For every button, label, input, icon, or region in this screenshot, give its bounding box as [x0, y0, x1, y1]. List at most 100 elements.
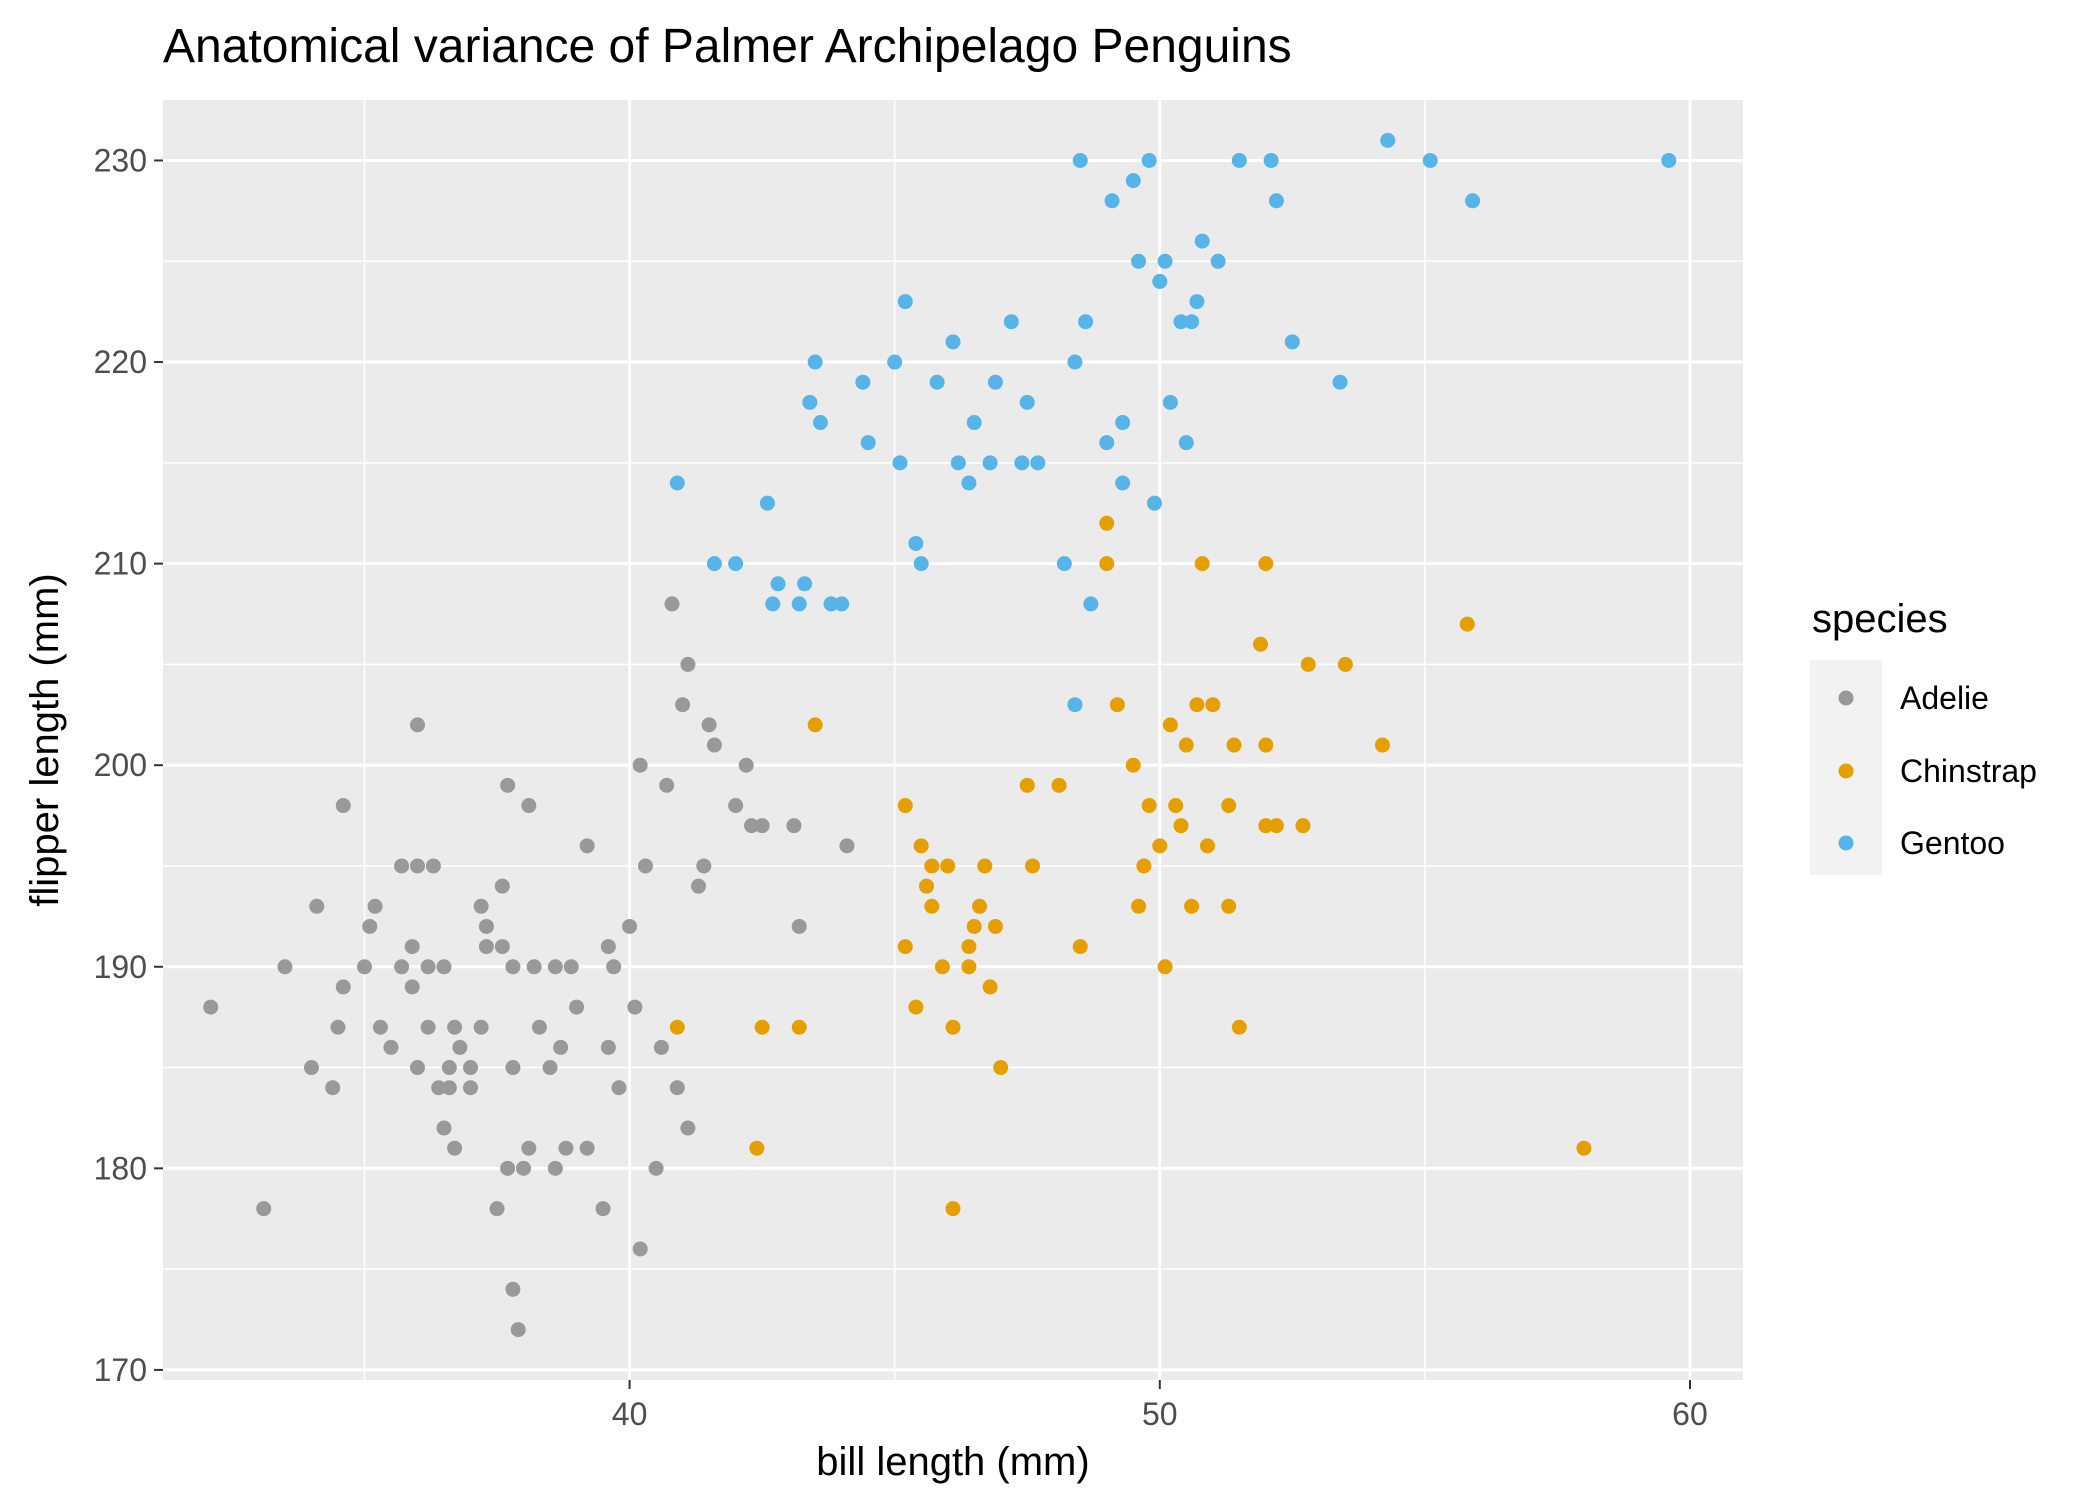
point-adelie	[500, 1160, 516, 1176]
point-adelie	[542, 1060, 558, 1076]
point-adelie	[547, 959, 563, 975]
point-chinstrap	[1189, 697, 1205, 713]
point-chinstrap	[945, 1019, 961, 1035]
point-adelie	[383, 1039, 399, 1055]
point-chinstrap	[1019, 777, 1035, 793]
point-gentoo	[1162, 394, 1178, 410]
point-adelie	[452, 1039, 468, 1055]
point-adelie	[675, 697, 691, 713]
point-adelie	[325, 1080, 341, 1096]
x-tick-label: 50	[1142, 1396, 1178, 1432]
point-adelie	[367, 898, 383, 914]
point-chinstrap	[1109, 697, 1125, 713]
point-gentoo	[908, 535, 924, 551]
point-chinstrap	[913, 838, 929, 854]
point-adelie	[420, 959, 436, 975]
point-adelie	[611, 1080, 627, 1096]
point-adelie	[409, 717, 425, 733]
point-chinstrap	[1374, 737, 1390, 753]
point-adelie	[441, 1080, 457, 1096]
point-adelie	[521, 798, 537, 814]
point-adelie	[526, 959, 542, 975]
point-gentoo	[1067, 354, 1083, 370]
point-adelie	[478, 939, 494, 955]
point-chinstrap	[1221, 898, 1237, 914]
point-gentoo	[913, 556, 929, 572]
point-gentoo	[860, 435, 876, 451]
point-chinstrap	[1258, 556, 1274, 572]
point-adelie	[494, 939, 510, 955]
point-gentoo	[892, 455, 908, 471]
y-tick-label: 220	[94, 344, 147, 380]
legend-label-adelie: Adelie	[1900, 680, 1989, 716]
point-adelie	[691, 878, 707, 894]
point-gentoo	[1184, 314, 1200, 330]
point-gentoo	[961, 475, 977, 491]
point-adelie	[558, 1140, 574, 1156]
point-adelie	[356, 959, 372, 975]
point-adelie	[622, 918, 638, 934]
point-chinstrap	[1025, 858, 1041, 874]
point-adelie	[632, 1241, 648, 1257]
point-adelie	[696, 858, 712, 874]
point-gentoo	[1141, 152, 1157, 168]
point-adelie	[595, 1201, 611, 1217]
point-gentoo	[669, 475, 685, 491]
point-gentoo	[1189, 294, 1205, 310]
point-chinstrap	[1226, 737, 1242, 753]
point-adelie	[706, 737, 722, 753]
point-adelie	[738, 757, 754, 773]
point-chinstrap	[908, 999, 924, 1015]
point-adelie	[463, 1080, 479, 1096]
point-adelie	[404, 979, 420, 995]
point-gentoo	[1152, 273, 1168, 289]
point-gentoo	[1131, 253, 1147, 269]
point-chinstrap	[1162, 717, 1178, 733]
point-chinstrap	[1136, 858, 1152, 874]
point-adelie	[335, 798, 351, 814]
point-gentoo	[791, 596, 807, 612]
point-gentoo	[1661, 152, 1677, 168]
point-adelie	[505, 1060, 521, 1076]
point-adelie	[505, 1281, 521, 1297]
point-adelie	[309, 898, 325, 914]
legend-key-chinstrap	[1838, 763, 1854, 779]
y-tick-label: 180	[94, 1150, 147, 1186]
point-gentoo	[1072, 152, 1088, 168]
point-gentoo	[770, 576, 786, 592]
point-gentoo	[834, 596, 850, 612]
point-gentoo	[1178, 435, 1194, 451]
point-chinstrap	[1459, 616, 1475, 632]
point-gentoo	[1231, 152, 1247, 168]
point-adelie	[547, 1160, 563, 1176]
point-gentoo	[1263, 152, 1279, 168]
x-tick-label: 60	[1672, 1396, 1708, 1432]
point-chinstrap	[754, 1019, 770, 1035]
point-chinstrap	[1173, 818, 1189, 834]
point-gentoo	[1380, 132, 1396, 148]
point-adelie	[728, 798, 744, 814]
point-chinstrap	[1072, 939, 1088, 955]
point-chinstrap	[807, 717, 823, 733]
y-tick-label: 210	[94, 546, 147, 582]
point-gentoo	[1030, 455, 1046, 471]
point-chinstrap	[987, 918, 1003, 934]
legend-key-gentoo	[1838, 835, 1854, 851]
point-gentoo	[950, 455, 966, 471]
point-chinstrap	[1300, 656, 1316, 672]
point-adelie	[494, 878, 510, 894]
point-adelie	[394, 959, 410, 975]
point-adelie	[791, 918, 807, 934]
point-adelie	[754, 818, 770, 834]
point-adelie	[473, 898, 489, 914]
point-adelie	[500, 777, 516, 793]
point-gentoo	[1115, 475, 1131, 491]
point-adelie	[447, 1140, 463, 1156]
point-adelie	[436, 959, 452, 975]
point-gentoo	[1210, 253, 1226, 269]
point-adelie	[569, 999, 585, 1015]
axis-ticks: 40 50 60 170 180 190 200 210 220 230	[94, 142, 1708, 1432]
chart-title: Anatomical variance of Palmer Archipelag…	[163, 20, 1292, 73]
point-gentoo	[1078, 314, 1094, 330]
